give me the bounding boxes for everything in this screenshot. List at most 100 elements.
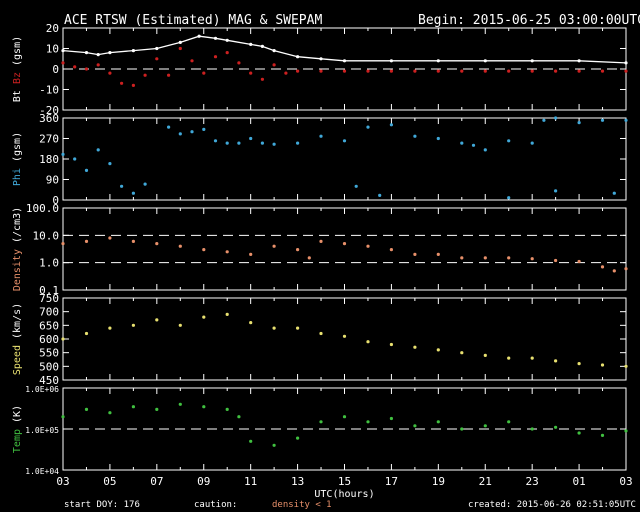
phi-phi-point	[507, 196, 511, 200]
speed-speed-point	[84, 331, 89, 336]
density-density-point	[389, 248, 393, 252]
x-tick-label: 15	[338, 475, 351, 488]
phi-phi-point	[272, 142, 276, 146]
mag-bz-point	[131, 83, 135, 87]
speed-speed-point	[554, 359, 558, 363]
density-density-point	[624, 267, 628, 271]
phi-phi-point	[507, 139, 511, 143]
speed-speed-point	[624, 364, 628, 368]
mag-bz-point	[413, 69, 417, 73]
mag-bt-point	[155, 46, 159, 51]
mag-axis-label-part: Bz	[12, 72, 23, 84]
density-density-point	[225, 250, 229, 254]
mag-bt-point	[319, 57, 323, 61]
caution-label: caution:	[194, 500, 238, 510]
mag-bt-point	[178, 40, 182, 45]
phi-ytick-label: 0	[52, 194, 59, 207]
x-tick-label: 19	[432, 475, 445, 488]
speed-ytick-label: 550	[39, 347, 59, 360]
density-density-point	[554, 258, 558, 263]
phi-phi-point	[202, 127, 206, 131]
mag-bz-point	[460, 69, 464, 73]
mag-bt-point	[61, 49, 65, 53]
phi-frame	[62, 117, 627, 201]
mag-bz-point	[577, 69, 581, 73]
temp-series-temp	[61, 402, 628, 447]
phi-phi-point	[354, 184, 358, 188]
x-tick-label: 01	[572, 475, 585, 488]
mag-bz-point	[61, 61, 65, 65]
density-density-point	[155, 242, 159, 246]
density-density-point	[577, 259, 581, 264]
phi-phi-point	[96, 148, 100, 152]
mag-bt-point	[577, 59, 581, 63]
mag-ytick-label: 20	[46, 22, 59, 35]
mag-axis-label-part: Bt	[12, 90, 23, 102]
speed-speed-point	[460, 351, 464, 355]
x-tick-label: 03	[56, 475, 69, 488]
mag-bz-point	[73, 65, 77, 69]
temp-temp-point	[342, 415, 347, 419]
mag-bt-point	[213, 36, 218, 40]
temp-temp-point	[108, 411, 112, 415]
phi-phi-point	[213, 139, 218, 143]
speed-ytick-label: 500	[39, 360, 59, 373]
temp-ytick-label: 1.0E+05	[25, 426, 59, 435]
begin-timestamp: Begin: 2015-06-25 03:00:00UTC	[418, 13, 640, 28]
temp-temp-point	[624, 429, 628, 433]
panel-temp: 1.0E+06 1.0E+05 1.0E+04 Temp (K)	[12, 385, 628, 476]
density-ytick-label: 100.0	[26, 202, 59, 215]
temp-temp-point	[507, 420, 511, 424]
density-density-point	[600, 265, 605, 269]
mag-bt-point	[225, 38, 229, 42]
temp-ytick-label: 1.0E+04	[25, 467, 59, 476]
phi-phi-point	[319, 134, 323, 138]
phi-phi-point	[225, 141, 229, 145]
phi-phi-point	[554, 189, 558, 193]
mag-axis-label: Bt Bz (gsm)	[12, 36, 23, 102]
density-density-point	[319, 239, 323, 243]
mag-bz-point	[436, 69, 440, 73]
density-density-point	[366, 244, 370, 248]
mag-bz-point	[202, 71, 206, 75]
x-tick-label: 03	[619, 475, 632, 488]
density-density-point	[460, 256, 464, 260]
speed-speed-point	[366, 340, 370, 344]
mag-bz-point	[213, 55, 218, 59]
temp-axis-label: Temp (K)	[12, 405, 23, 453]
speed-speed-point	[202, 315, 206, 319]
panel-phi: 360 270 180 90 0 Phi (gsm)	[12, 112, 628, 207]
x-tick-label: 23	[526, 475, 539, 488]
temp-temp-point	[178, 402, 182, 406]
density-density-point	[612, 269, 616, 273]
mag-bz-point	[143, 73, 147, 77]
mag-bz-point	[366, 69, 370, 73]
mag-bz-point	[507, 69, 511, 73]
temp-temp-point	[84, 407, 89, 411]
speed-ytick-label: 650	[39, 319, 59, 332]
mag-bt-point	[260, 44, 264, 49]
mag-bt-point	[296, 55, 300, 59]
mag-bt-point	[624, 61, 628, 65]
speed-speed-point	[272, 326, 276, 330]
mag-bt-point	[131, 49, 135, 53]
temp-temp-point	[296, 436, 300, 440]
mag-axis-label-part: (gsm)	[12, 36, 23, 72]
density-density-point	[296, 248, 300, 252]
density-density-point	[307, 256, 311, 260]
density-density-point	[342, 242, 347, 246]
phi-axis-label: Phi (gsm)	[12, 132, 23, 186]
phi-phi-point	[108, 162, 112, 166]
temp-ytick-label: 1.0E+06	[25, 385, 59, 394]
temp-temp-point	[155, 407, 159, 411]
speed-speed-point	[483, 353, 487, 357]
caution-text: density < 1	[272, 500, 332, 510]
mag-bz-point	[296, 69, 300, 73]
speed-speed-point	[342, 334, 347, 338]
temp-temp-point	[366, 420, 370, 424]
temp-temp-point	[600, 433, 605, 437]
mag-bt-point	[530, 59, 534, 63]
phi-phi-point	[483, 148, 487, 152]
density-frame	[62, 207, 627, 291]
speed-speed-point	[225, 312, 229, 316]
